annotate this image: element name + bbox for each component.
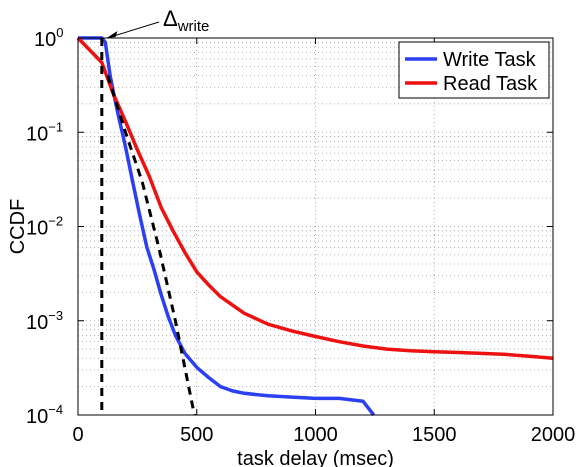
legend-label-read-task: Read Task [443, 73, 538, 95]
x-tick-label: 0 [72, 424, 83, 446]
y-axis-label: CCDF [7, 199, 29, 255]
read-task-line [76, 36, 554, 361]
annotation-arrow-head [106, 31, 118, 38]
x-tick-label: 2000 [531, 424, 576, 446]
y-tick-label: 10−3 [26, 308, 63, 334]
dashed-reference-line-3 [106, 75, 196, 416]
y-tick-label: 100 [34, 25, 63, 51]
legend-label-write-task: Write Task [443, 49, 537, 71]
y-tick-label: 10−4 [26, 402, 63, 428]
delta-write-annotation: Δwrite [106, 6, 209, 38]
x-tick-label: 1000 [293, 424, 338, 446]
annotation-label: Δwrite [163, 6, 209, 35]
y-tick-label: 10−2 [26, 214, 63, 240]
x-tick-label: 500 [180, 424, 213, 446]
y-tick-label: 10−1 [26, 119, 63, 145]
write-task-line [78, 36, 376, 417]
x-axis-label: task delay (msec) [237, 448, 394, 467]
legend-box [398, 41, 550, 99]
annotation-arrow-line [110, 21, 160, 38]
grid [78, 38, 553, 415]
axis-ticks: 0 500 1000 1500 2000 10−4 10−3 10−2 10−1 100 [26, 25, 575, 446]
series-layer [76, 36, 554, 417]
x-tick-label: 1500 [412, 424, 457, 446]
